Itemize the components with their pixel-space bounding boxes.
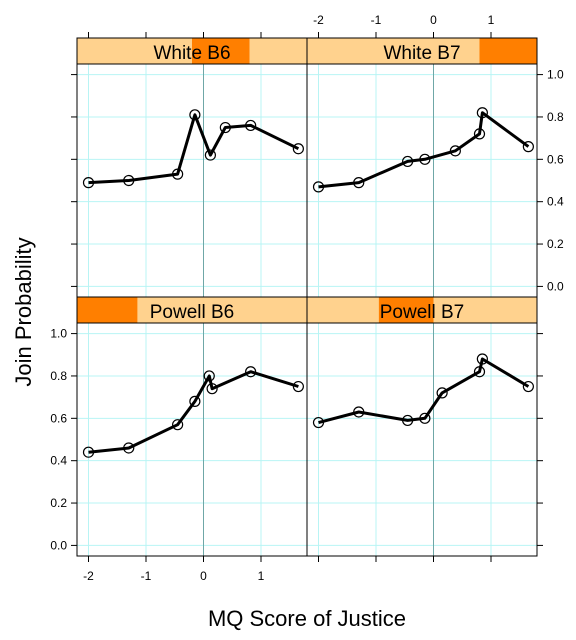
series-line <box>318 357 530 425</box>
data-point <box>312 181 325 193</box>
x-tick-label-bottom: -1 <box>141 569 152 583</box>
x-tick-label-top: -1 <box>371 13 382 27</box>
data-point <box>219 121 231 134</box>
strip-label: White B6 <box>153 43 230 64</box>
data-point <box>402 414 414 427</box>
series-line <box>318 111 530 189</box>
data-point <box>189 109 201 121</box>
strip-shingle <box>378 297 434 323</box>
data-point <box>473 128 486 140</box>
data-point <box>172 168 184 180</box>
x-tick-label-bottom: 1 <box>258 569 265 583</box>
data-point <box>292 380 304 393</box>
data-point <box>203 370 215 382</box>
panel-grid <box>77 64 307 297</box>
data-point <box>419 412 431 424</box>
data-point <box>206 383 218 395</box>
data-point <box>402 155 414 168</box>
y-tick-label-left: 0.2 <box>50 496 67 510</box>
data-point <box>436 387 448 399</box>
x-tick-label-bottom: -2 <box>83 569 94 583</box>
panel-border <box>306 63 538 298</box>
series-line <box>88 370 299 454</box>
x-tick-label-top: 0 <box>430 13 437 27</box>
data-point <box>476 107 488 119</box>
panel-3: Powell B6 <box>76 296 308 557</box>
data-point <box>245 366 257 378</box>
y-tick-label-left: 1.0 <box>50 327 67 341</box>
data-point <box>449 145 461 157</box>
x-axis-title: MQ Score of Justice <box>208 606 406 631</box>
panel-1: White B6 <box>76 37 308 298</box>
x-tick-label-bottom: 0 <box>200 569 207 583</box>
data-point <box>172 419 184 431</box>
y-tick-label-right: 0.2 <box>547 237 564 251</box>
data-point <box>189 395 201 407</box>
panel-grid <box>77 323 307 556</box>
strip-shingle <box>479 38 537 64</box>
x-tick-label-top: 1 <box>488 13 495 27</box>
strip-label: Powell B7 <box>380 302 465 323</box>
series-line <box>88 113 300 185</box>
data-point <box>292 143 304 155</box>
data-point <box>123 442 135 454</box>
data-point <box>82 177 95 189</box>
y-tick-label-right: 0.8 <box>547 110 564 124</box>
panel-grid <box>307 64 537 297</box>
data-point <box>123 174 135 187</box>
data-point <box>353 406 365 418</box>
data-point <box>82 446 95 458</box>
panel-grid <box>307 323 537 556</box>
data-point <box>312 416 325 429</box>
data-point <box>476 353 488 365</box>
data-point <box>419 153 431 165</box>
y-tick-label-right: 0.4 <box>547 195 564 209</box>
data-point <box>353 177 365 189</box>
data-point <box>204 149 216 161</box>
y-tick-label-left: 0.4 <box>50 454 67 468</box>
panel-border <box>306 322 538 557</box>
data-point <box>522 380 534 393</box>
panel-border <box>76 322 308 557</box>
axes-layer: -2 -1 0 1 -2 -1 0 1 0.0 0.2 0.4 0.6 0.8 1.0 0.0 0.2 0.4 0… <box>50 13 564 583</box>
y-tick-label-right: 0.0 <box>547 279 564 293</box>
strip-label: Powell B6 <box>150 302 235 323</box>
data-point <box>245 119 257 132</box>
data-point <box>522 141 534 153</box>
y-tick-label-left: 0.0 <box>50 538 67 552</box>
data-point <box>473 366 486 378</box>
y-tick-label-right: 0.6 <box>547 152 564 166</box>
y-tick-label-left: 0.8 <box>50 369 67 383</box>
panel-2: White B7 <box>306 37 538 298</box>
x-tick-label-top: -2 <box>313 13 324 27</box>
y-tick-label-left: 0.6 <box>50 411 67 425</box>
y-tick-label-right: 1.0 <box>547 68 564 82</box>
panel-4: Powell B7 <box>306 296 538 557</box>
strip-shingle <box>77 297 138 323</box>
y-axis-title: Join Probability <box>11 237 36 386</box>
strip-shingle <box>192 38 250 64</box>
strip-label: White B7 <box>383 43 460 64</box>
panels-layer: White B6 White B7 Powell B6 Powell B7 <box>76 37 538 557</box>
